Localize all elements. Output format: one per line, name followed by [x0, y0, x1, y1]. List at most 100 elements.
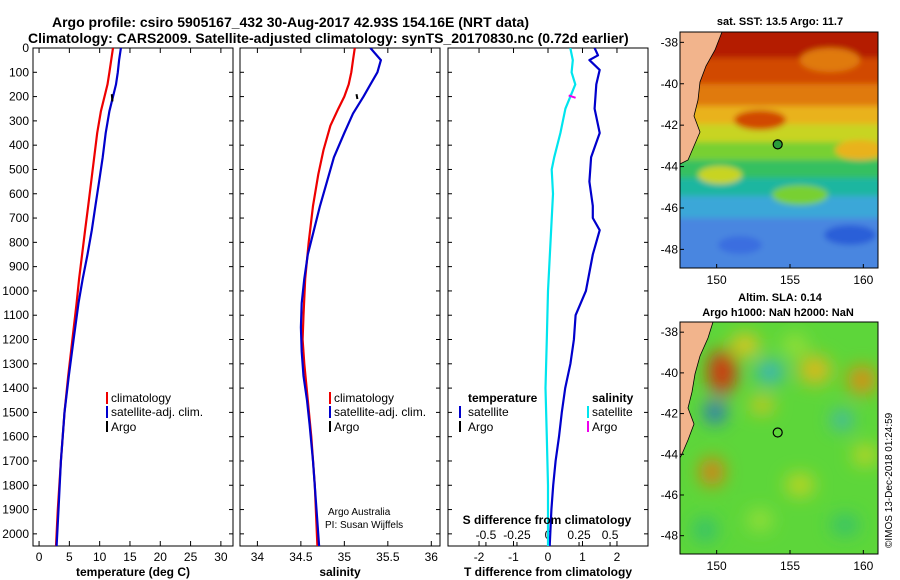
figure-title-line2: Climatology: CARS2009. Satellite-adjuste… — [28, 30, 629, 46]
x-tick-label: 1 — [579, 550, 586, 564]
series-salinity-satellite — [544, 48, 577, 546]
sst-float-marker — [772, 139, 783, 150]
legend-satellite-label: satellite-adj. clim. — [334, 405, 426, 419]
difference-legend: temperature satellite Argo salinity sate… — [459, 391, 634, 434]
salinity-legend: climatology satellite-adj. clim. Argo Ar… — [325, 391, 426, 531]
depth-tick-label: 1100 — [3, 308, 29, 322]
x-tick-label: 30 — [214, 550, 228, 564]
series-satellite-adj-clim- — [299, 48, 382, 546]
series-argo — [568, 94, 576, 99]
legend-s-argo-label: Argo — [592, 420, 618, 434]
depth-tick-label: 2000 — [2, 527, 29, 541]
sla-map-title-line2: Argo h1000: NaN h2000: NaN — [702, 307, 854, 319]
x-tick-label: 25 — [184, 550, 198, 564]
x-tick-label: 10 — [93, 550, 107, 564]
depth-tick-label: 100 — [9, 65, 29, 79]
temperature-panel-frame — [32, 47, 234, 547]
x-tick-label: 20 — [154, 550, 168, 564]
depth-tick-label: 1500 — [2, 405, 29, 419]
legend-argo-label: Argo — [334, 420, 360, 434]
x-tick-label: 2 — [614, 550, 621, 564]
depth-tick-label: 600 — [9, 187, 29, 201]
credit-line1: Argo Australia — [328, 507, 391, 518]
lat-tick-label: -46 — [661, 201, 679, 215]
salinity-panel-frame — [239, 47, 441, 547]
x-axes: 0 5 10 15 20 25 30 34 34.5 35 35.5 36 -2 -1 0 1 2 -0.5 -0.… — [36, 48, 621, 564]
sst-map-frame — [679, 31, 879, 269]
series-temperature-satellite — [548, 48, 601, 546]
sst-field — [680, 32, 878, 268]
depth-tick-label: 1000 — [2, 284, 29, 298]
sst-map-title: sat. SST: 13.5 Argo: 11.7 — [717, 16, 843, 28]
depth-axis: 0 100 200 300 400 500 600 700 800 900 1000 1100 1200… — [2, 41, 648, 541]
series-argo — [110, 94, 114, 102]
depth-tick-label: 0 — [22, 41, 29, 55]
lat-tick-label: -44 — [661, 160, 679, 174]
legend-argo-label: Argo — [111, 420, 137, 434]
depth-tick-label: 1800 — [2, 478, 29, 492]
x-tick-label: 34.5 — [289, 550, 313, 564]
sla-map-frame — [679, 321, 879, 555]
legend-temperature-title: temperature — [468, 391, 538, 405]
s-tick-label: 0.25 — [567, 528, 591, 542]
sla-map — [680, 322, 878, 554]
legend-t-argo-label: Argo — [468, 420, 494, 434]
lat-tick-label: -40 — [661, 77, 679, 91]
lat-tick-label: -48 — [661, 242, 679, 256]
s-tick-label: -0.25 — [503, 528, 531, 542]
x-tick-label: 0 — [545, 550, 552, 564]
s-tick-label: 0.5 — [602, 528, 619, 542]
legend-s-satellite-label: satellite — [592, 405, 633, 419]
lat-tick-label: -48 — [661, 529, 679, 543]
depth-tick-label: 200 — [9, 90, 29, 104]
lat-tick-label: -38 — [661, 35, 679, 49]
sla-float-marker — [772, 427, 783, 438]
sst-map-axes: 150 155 160 -38 -40 -42 -44 -46 -48 — [661, 35, 874, 287]
depth-tick-label: 700 — [9, 211, 29, 225]
depth-tick-label: 800 — [9, 235, 29, 249]
sst-map — [680, 32, 878, 268]
figure-title-line1: Argo profile: csiro 5905167_432 30-Aug-2… — [52, 14, 529, 30]
legend-climatology-label: climatology — [111, 391, 171, 405]
legend-t-satellite-label: satellite — [468, 405, 509, 419]
lon-tick-label: 150 — [707, 273, 727, 287]
credit-line2: PI: Susan Wijffels — [325, 520, 403, 531]
x-tick-label: 0 — [36, 550, 43, 564]
depth-tick-label: 400 — [9, 138, 29, 152]
x-tick-label: 35.5 — [376, 550, 400, 564]
lat-tick-label: -46 — [661, 488, 679, 502]
sst-land — [680, 32, 723, 165]
s-tick-label: -0.5 — [476, 528, 497, 542]
lon-tick-label: 150 — [707, 559, 727, 573]
temperature-series — [54, 48, 122, 546]
series-satellite-adj-clim- — [55, 48, 122, 546]
lon-tick-label: 155 — [780, 273, 800, 287]
series-argo — [355, 94, 359, 100]
temperature-legend: climatology satellite-adj. clim. Argo — [106, 391, 203, 434]
x-tick-label: 34 — [251, 550, 265, 564]
sla-field — [693, 335, 877, 542]
lon-tick-label: 160 — [853, 273, 873, 287]
salinity-xlabel: salinity — [319, 565, 361, 579]
depth-tick-label: 1300 — [2, 357, 29, 371]
depth-tick-label: 900 — [9, 260, 29, 274]
salinity-series — [299, 48, 382, 546]
x-tick-label: -1 — [508, 550, 519, 564]
depth-tick-label: 1200 — [2, 333, 29, 347]
lat-tick-label: -44 — [661, 447, 679, 461]
x-tick-label: 5 — [66, 550, 73, 564]
difference-xlabel: T difference from climatology — [464, 565, 632, 579]
lon-tick-label: 160 — [853, 559, 873, 573]
x-tick-label: 35 — [338, 550, 352, 564]
lat-tick-label: -42 — [661, 118, 679, 132]
temperature-xlabel: temperature (deg C) — [76, 565, 190, 579]
depth-tick-label: 1700 — [2, 454, 29, 468]
legend-satellite-label: satellite-adj. clim. — [111, 405, 203, 419]
s-difference-xlabel: S difference from climatology — [463, 513, 632, 527]
depth-tick-label: 300 — [9, 114, 29, 128]
depth-tick-label: 1600 — [2, 430, 29, 444]
depth-tick-label: 500 — [9, 162, 29, 176]
legend-climatology-label: climatology — [334, 391, 394, 405]
x-tick-label: 36 — [425, 550, 439, 564]
